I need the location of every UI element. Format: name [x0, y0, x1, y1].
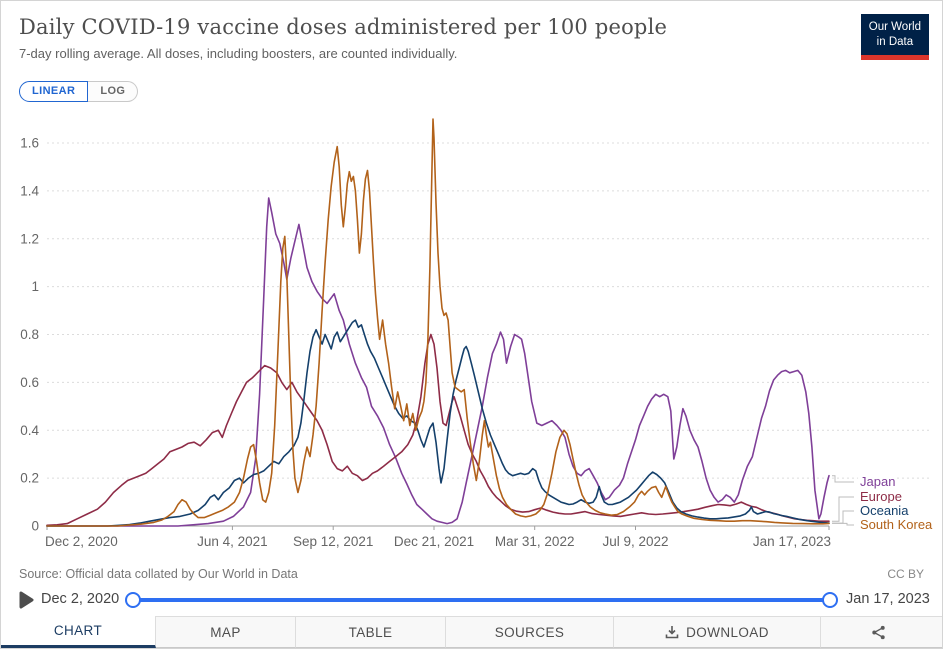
- page-title: Daily COVID-19 vaccine doses administere…: [19, 15, 668, 39]
- legend-connector: [832, 475, 854, 483]
- tab-table-label: TABLE: [348, 624, 393, 640]
- legend-connector: [832, 496, 854, 522]
- series-line-japan: [46, 197, 830, 527]
- timeline-track-zone: [125, 587, 838, 613]
- y-tick-label: 0.8: [20, 327, 39, 342]
- tab-download-label: DOWNLOAD: [686, 624, 769, 640]
- tab-chart-label: CHART: [53, 623, 103, 638]
- timeline-start-label[interactable]: Dec 2, 2020: [41, 591, 120, 607]
- tab-sources-label: SOURCES: [494, 624, 565, 640]
- tab-sources[interactable]: SOURCES: [446, 616, 614, 648]
- license-badge[interactable]: CC BY: [887, 567, 924, 581]
- timeline-end-handle[interactable]: [822, 592, 838, 608]
- y-tick-label: 1.6: [20, 136, 39, 151]
- x-tick-label: Mar 31, 2022: [495, 534, 575, 549]
- legend-connector: [832, 510, 854, 524]
- chart-subtitle: 7-day rolling average. All doses, includ…: [19, 46, 458, 61]
- logo-red-bar: [860, 54, 929, 60]
- y-tick-label: 0.4: [20, 423, 39, 438]
- source-text: Source: Official data collated by Our Wo…: [19, 567, 298, 581]
- play-icon[interactable]: [18, 591, 34, 609]
- x-tick-label: Jan 17, 2023: [753, 534, 831, 549]
- tab-map[interactable]: MAP: [156, 616, 296, 648]
- timeline-control: Dec 2, 2020 Jan 17, 2023: [1, 587, 942, 615]
- legend-label-south-korea[interactable]: South Korea: [858, 517, 935, 532]
- series-line-europe: [46, 333, 830, 527]
- y-tick-label: 1.2: [20, 231, 39, 246]
- tab-chart[interactable]: CHART: [1, 616, 156, 648]
- share-icon: [871, 625, 886, 640]
- legend-label-europe[interactable]: Europe: [858, 489, 904, 504]
- x-tick-label: Dec 21, 2021: [394, 534, 474, 549]
- timeline-end-label[interactable]: Jan 17, 2023: [846, 591, 930, 607]
- y-tick-label: 1.4: [20, 183, 39, 198]
- linear-button[interactable]: LINEAR: [19, 81, 89, 102]
- owid-logo[interactable]: Our World in Data: [860, 14, 929, 60]
- log-button[interactable]: LOG: [88, 81, 139, 102]
- logo-line1: Our World: [868, 21, 921, 33]
- y-tick-label: 0: [31, 519, 39, 534]
- legend-label-oceania[interactable]: Oceania: [858, 503, 911, 518]
- download-icon: [665, 625, 679, 639]
- logo-line2: in Data: [876, 35, 914, 48]
- x-tick-label: Dec 2, 2020: [45, 534, 118, 549]
- legend-label-japan[interactable]: Japan: [858, 474, 898, 489]
- timeline-track[interactable]: [132, 598, 831, 602]
- x-tick-label: Jul 9, 2022: [602, 534, 668, 549]
- tab-bar: CHART MAP TABLE SOURCES DOWNLOAD: [1, 616, 942, 648]
- x-tick-label: Jun 4, 2021: [197, 534, 268, 549]
- series-line-oceania: [46, 319, 830, 527]
- tab-map-label: MAP: [210, 624, 241, 640]
- tab-table[interactable]: TABLE: [296, 616, 446, 648]
- x-tick-label: Sep 12, 2021: [293, 534, 373, 549]
- y-tick-label: 0.2: [20, 471, 39, 486]
- y-tick-label: 1: [31, 279, 39, 294]
- legend-connector: [832, 522, 854, 526]
- tab-share[interactable]: [821, 616, 942, 648]
- tab-download[interactable]: DOWNLOAD: [614, 616, 821, 648]
- series-line-south-korea: [46, 118, 830, 527]
- scale-toggle: LINEAR LOG: [19, 81, 139, 102]
- timeline-start-handle[interactable]: [125, 592, 141, 608]
- y-tick-label: 0.6: [20, 375, 39, 390]
